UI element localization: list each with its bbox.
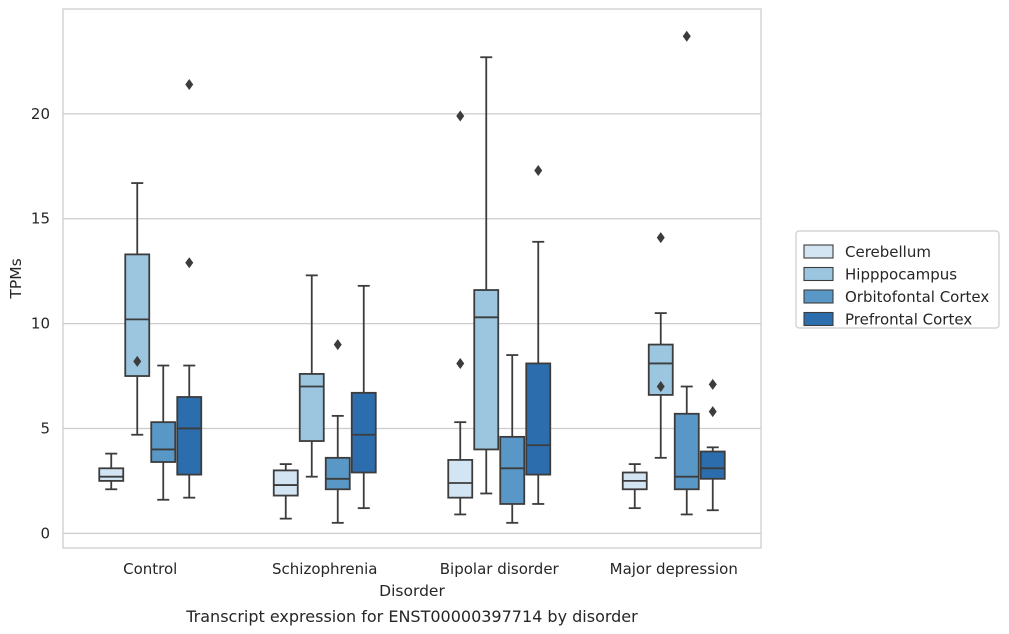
box-prefrontal-cortex <box>350 284 377 510</box>
legend-label: Orbitofontal Cortex <box>845 288 989 306</box>
box-hipppocampus <box>298 274 325 478</box>
y-gridlines <box>63 113 761 534</box>
iqr-box <box>473 289 500 451</box>
y-axis-label: TPMs <box>7 258 25 299</box>
outlier-point <box>456 357 465 369</box>
box-cerebellum <box>98 452 125 491</box>
iqr-box <box>176 396 203 476</box>
x-tick-label: Bipolar disorder <box>440 560 560 578</box>
outlier-point <box>185 257 194 269</box>
y-tick-label: 15 <box>31 210 50 228</box>
y-tick-label: 5 <box>40 419 50 437</box>
outlier-point <box>708 406 717 418</box>
legend-label: Prefrontal Cortex <box>845 311 972 329</box>
box-orbitofontal-cortex <box>324 339 351 524</box>
y-tick-label: 20 <box>31 105 50 123</box>
box-prefrontal-cortex <box>525 164 552 505</box>
x-axis-label: Disorder <box>379 582 445 600</box>
outlier-point <box>656 232 665 244</box>
iqr-box <box>447 459 474 499</box>
box-cerebellum <box>621 463 648 510</box>
iqr-box <box>98 467 125 482</box>
x-tick-label: Schizophrenia <box>272 560 377 578</box>
box-series <box>98 30 726 524</box>
legend-swatch <box>803 266 834 282</box>
iqr-box <box>272 469 299 497</box>
plot-frame <box>62 8 762 549</box>
outlier-point <box>656 381 665 393</box>
legend-swatch <box>803 244 834 259</box>
y-tick-label: 10 <box>31 315 50 333</box>
x-tick-label: Major depression <box>610 560 738 578</box>
outlier-point <box>456 110 465 122</box>
iqr-box <box>350 391 377 474</box>
iqr-box <box>150 421 177 463</box>
outlier-point <box>708 378 717 390</box>
box-hipppocampus <box>124 182 151 436</box>
box-orbitofontal-cortex <box>673 30 700 516</box>
box-hipppocampus <box>647 232 674 459</box>
legend-swatch <box>803 311 834 327</box>
box-prefrontal-cortex <box>699 378 726 512</box>
box-orbitofontal-cortex <box>499 354 526 524</box>
iqr-box <box>298 373 325 442</box>
box-orbitofontal-cortex <box>150 364 177 501</box>
box-cerebellum <box>272 463 299 520</box>
legend-label: Hipppocampus <box>845 266 957 284</box>
box-prefrontal-cortex <box>176 79 203 499</box>
legend-swatch <box>803 289 834 304</box>
legend-label: Cerebellum <box>845 243 931 261</box>
box-cerebellum <box>447 110 474 516</box>
outlier-point <box>333 339 342 351</box>
chart-caption: Transcript expression for ENST0000039771… <box>185 607 638 626</box>
legend: Cerebellum Hipppocampus Orbitofontal Corte… <box>795 230 1000 329</box>
iqr-box <box>673 412 700 491</box>
iqr-box <box>124 253 151 377</box>
iqr-box <box>699 450 726 480</box>
outlier-point <box>682 30 691 42</box>
iqr-box <box>324 456 351 491</box>
outlier-point <box>133 355 142 367</box>
x-tick-label: Control <box>123 560 177 578</box>
outlier-point <box>185 79 194 91</box>
y-tick-label: 0 <box>40 524 50 542</box>
legend-frame <box>795 230 1000 329</box>
box-hipppocampus <box>473 56 500 495</box>
y-tick-labels: 0 5 10 15 20 <box>31 105 50 542</box>
iqr-box <box>499 435 526 505</box>
x-tick-labels: Control Schizophrenia Bipolar disorder Majo… <box>123 560 738 578</box>
outlier-point <box>534 164 543 176</box>
iqr-box <box>525 362 552 476</box>
